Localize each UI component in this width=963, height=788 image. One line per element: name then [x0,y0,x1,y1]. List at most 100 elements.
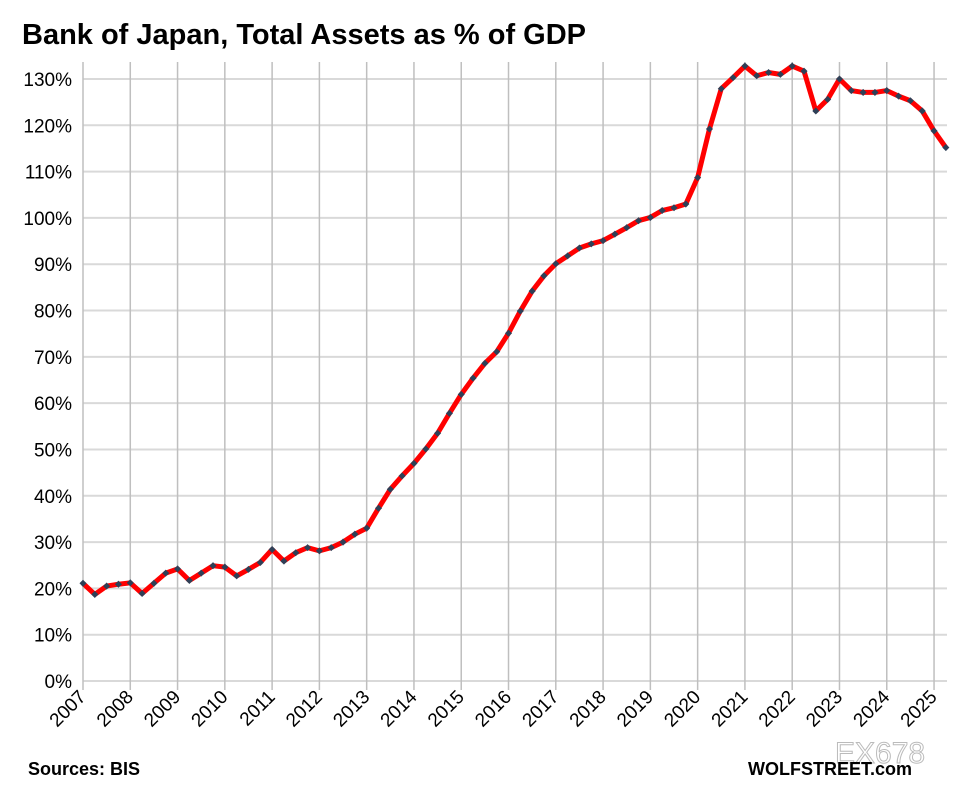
data-point [374,504,383,512]
data-point [717,85,725,93]
x-axis: 2007 2008 2009 2010 2011 2012 2013 2014 2015 2016… [46,686,942,731]
data-point [906,97,914,105]
data-point [469,374,477,382]
brand-label: WOLFSTREET.com [748,759,912,779]
x-tick-label: 2012 [282,687,327,732]
data-point [611,230,619,238]
x-tick-label: 2007 [46,687,91,732]
y-tick-label: 30% [34,533,72,554]
x-tick-label: 2013 [329,687,374,732]
data-point [339,538,347,546]
data-point [162,569,170,577]
data-point [445,409,453,417]
x-tick-label: 2018 [566,687,611,732]
plot-area [79,62,950,598]
source-note: Sources: BIS [28,759,140,779]
x-tick-label: 2010 [188,687,233,732]
y-tick-label: 40% [34,487,72,508]
data-point [457,390,465,398]
data-point [233,572,241,580]
data-point [883,87,891,95]
data-point [91,590,99,598]
data-point [386,485,394,493]
x-tick-label: 2011 [236,687,280,731]
data-point [635,217,643,225]
data-point [564,252,572,260]
x-tick-label: 2016 [471,687,516,732]
data-point [516,307,524,315]
data-point [587,240,595,248]
y-tick-label: 20% [34,579,72,600]
data-point [552,260,560,268]
x-tick-label: 2019 [613,687,658,732]
x-tick-label: 2014 [377,686,422,731]
y-tick-label: 110% [25,163,72,184]
data-point [729,74,737,82]
data-point [268,545,276,554]
data-point [292,549,300,557]
x-tick-label: 2017 [519,687,564,732]
y-tick-label: 0% [45,672,73,693]
y-tick-label: 80% [34,302,72,323]
data-point [895,92,903,100]
data-point [623,224,631,232]
data-point [753,72,761,80]
x-tick-label: 2024 [850,686,895,731]
data-point [658,206,666,215]
data-point [244,565,253,573]
y-tick-label: 90% [34,255,72,276]
data-point [398,472,406,480]
data-point [363,524,371,532]
data-point [528,287,536,295]
data-point [185,576,193,585]
data-point [422,445,430,453]
data-point [79,579,87,587]
data-point [694,174,702,182]
data-point [776,70,784,78]
data-point [280,557,288,565]
data-point [315,547,323,555]
y-tick-label: 100% [23,209,72,230]
data-point [741,62,749,70]
data-point [646,213,654,221]
data-point [327,544,335,552]
data-point [824,95,832,103]
data-point [434,429,442,437]
data-point [304,544,312,552]
data-point [103,582,111,590]
data-point [540,272,548,280]
data-point [670,204,678,212]
y-tick-label: 10% [34,626,72,647]
watermark: EX678 [835,737,925,770]
data-point [481,359,489,367]
data-point [493,348,501,356]
y-axis: 0% 10% 20% 30% 40% 50% 60% 70% 80% 90% 100% 110% 120… [23,70,72,693]
x-tick-label: 2023 [802,687,847,732]
data-point [209,562,217,570]
data-point [705,125,713,133]
data-point [942,143,950,152]
data-point [930,127,938,135]
grid [82,62,947,690]
data-point [138,589,146,598]
y-tick-label: 120% [23,116,72,137]
y-tick-label: 60% [34,394,72,415]
data-point [410,459,418,467]
data-point [788,62,796,70]
data-point [174,565,182,573]
data-point [800,67,808,75]
chart-title: Bank of Japan, Total Assets as % of GDP [22,19,586,51]
data-point [599,237,607,245]
x-tick-label: 2020 [660,687,705,732]
data-point [859,88,867,96]
x-tick-label: 2021 [708,687,753,732]
y-tick-label: 50% [34,440,72,461]
data-point [871,88,879,96]
x-tick-label: 2008 [93,687,138,732]
data-point [504,329,513,337]
data-point [812,107,820,115]
x-tick-label: 2025 [897,687,942,732]
data-point [575,244,583,252]
data-point [847,87,855,95]
